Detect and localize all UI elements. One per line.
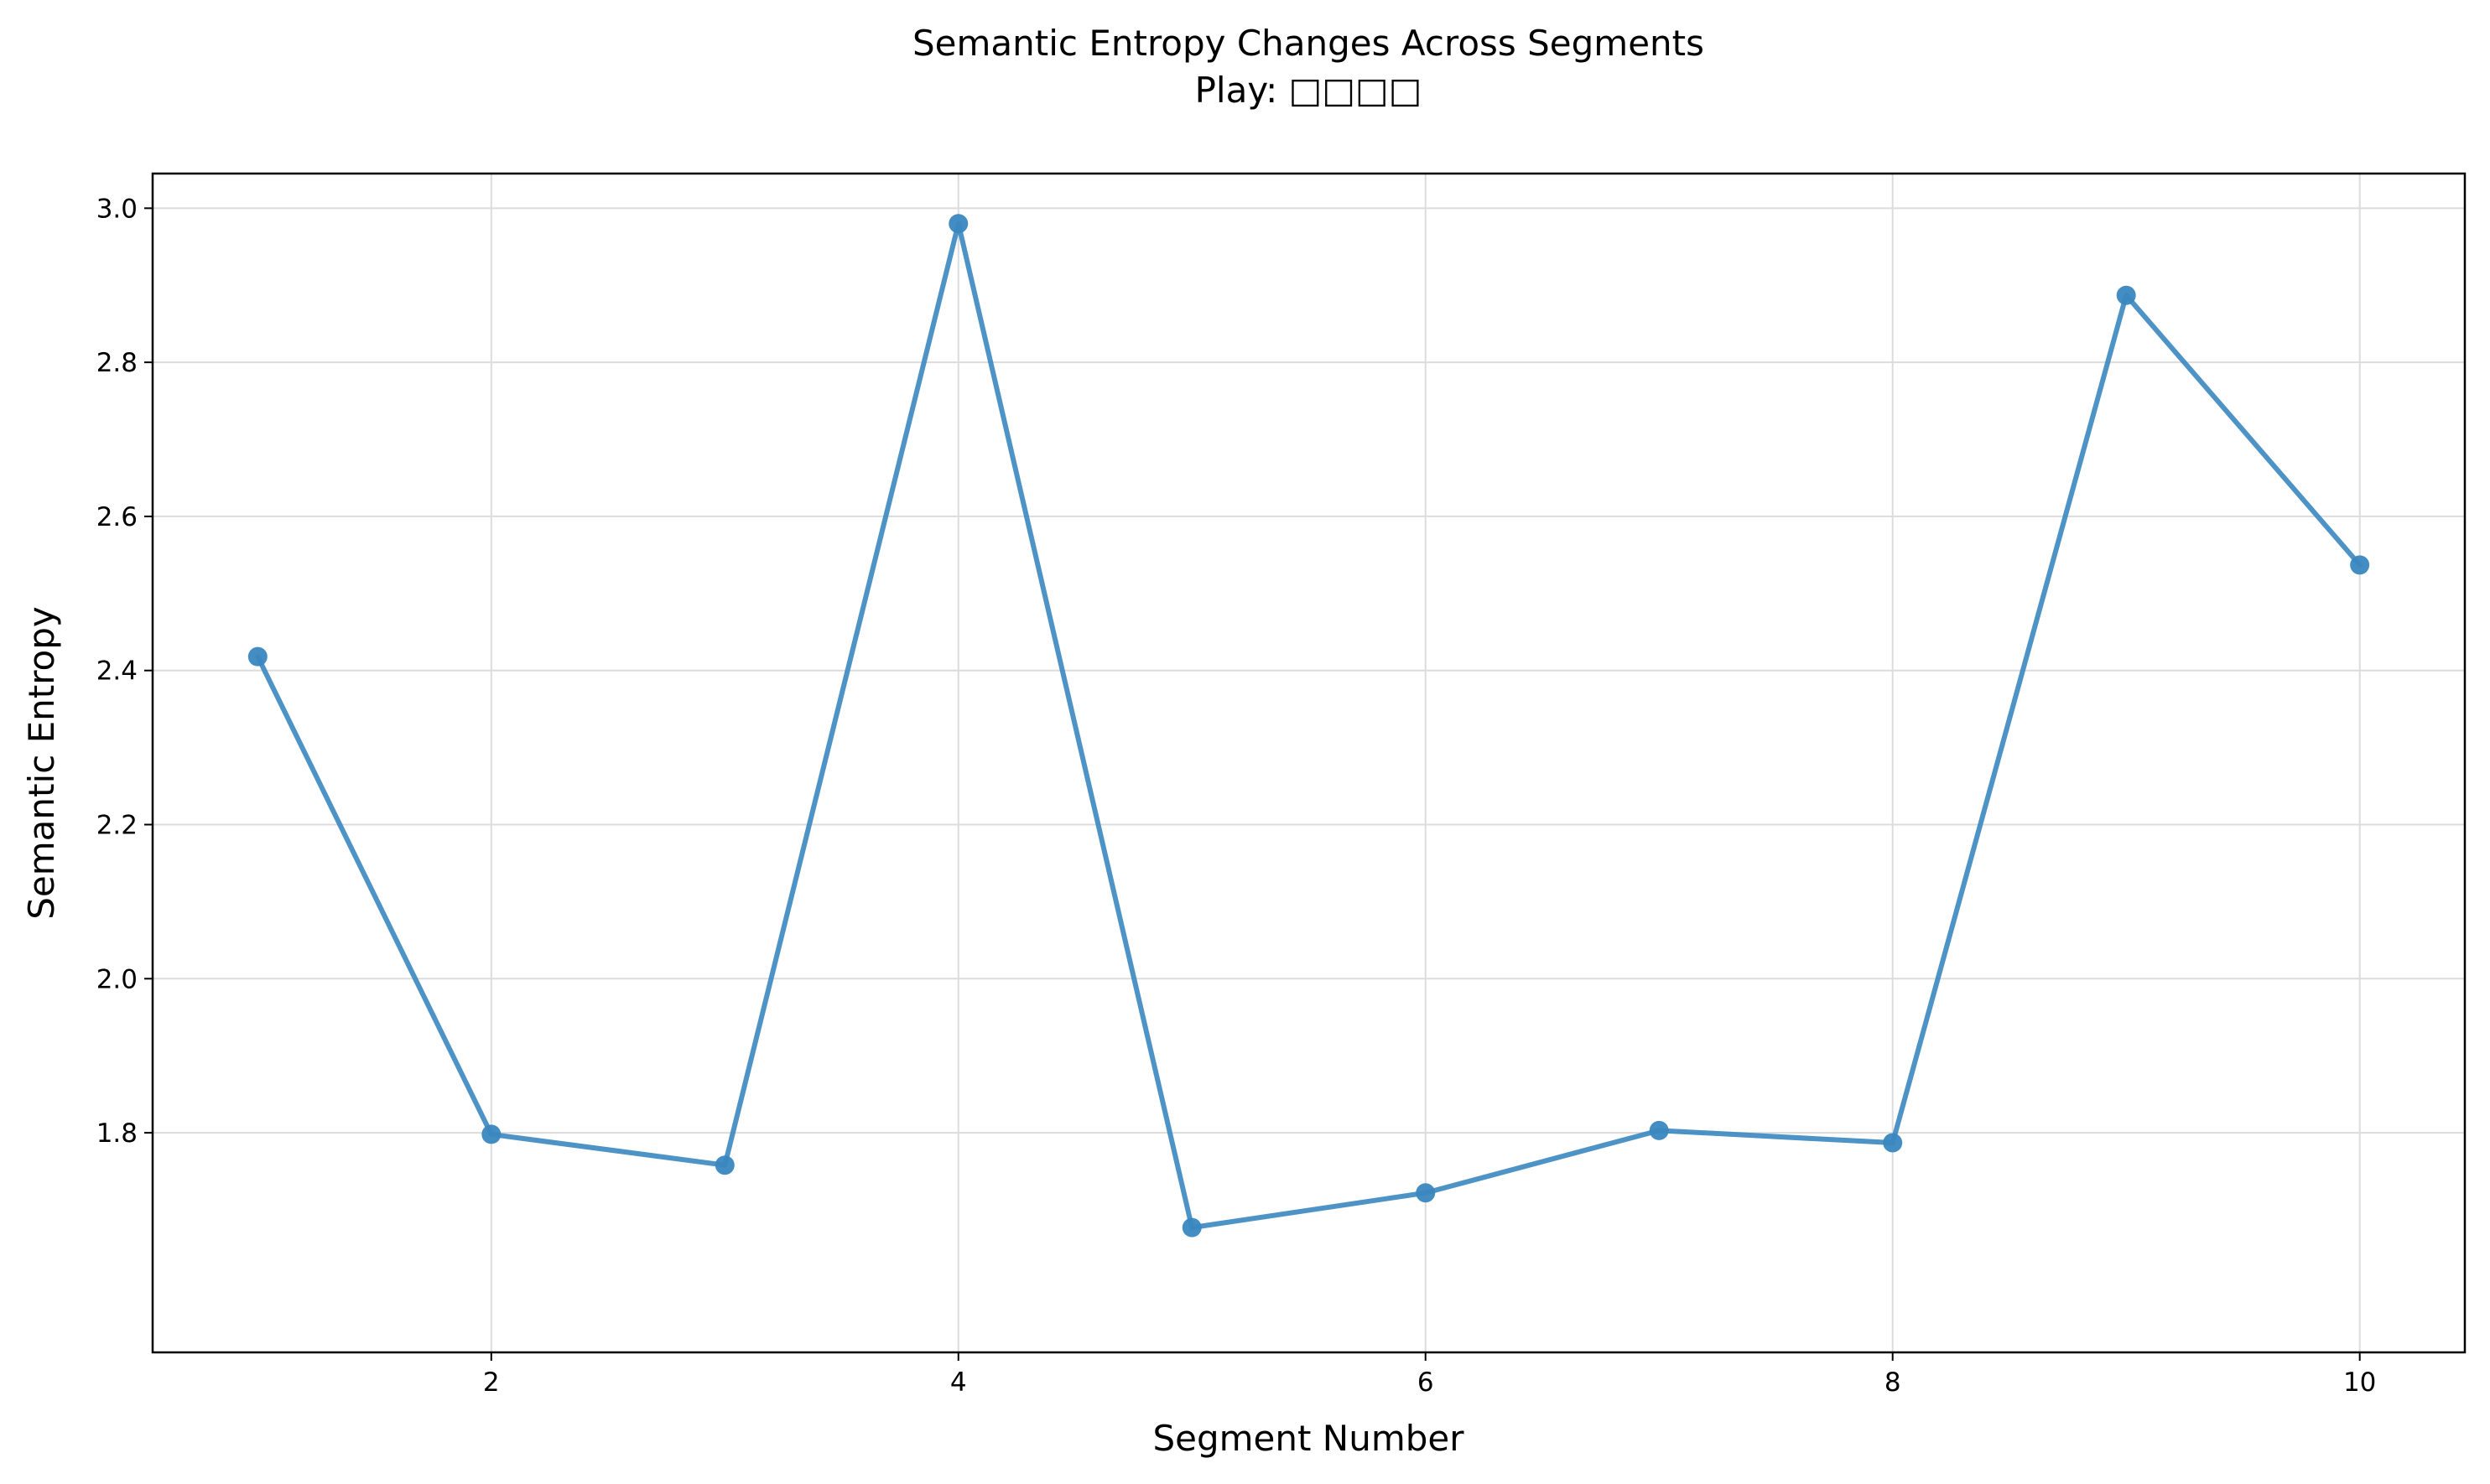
- data-series: [247, 214, 2370, 1238]
- grid-lines: [153, 174, 2465, 1352]
- axis-ticks: 2 4 6 8 10 1.8 2.0 2.2 2.4 2.6 2.8 3.0: [96, 194, 2377, 1398]
- x-axis-label: Segment Number: [1152, 1418, 1464, 1459]
- x-tick-label: 10: [2343, 1367, 2376, 1398]
- y-tick-label: 2.4: [96, 656, 138, 687]
- y-axis-label: Semantic Entropy: [21, 606, 62, 920]
- chart-subtitle: Play: □□□□: [1195, 70, 1422, 111]
- data-point: [1182, 1217, 1202, 1238]
- x-tick-label: 6: [1417, 1367, 1434, 1398]
- data-point: [2116, 285, 2136, 305]
- chart-title: Semantic Entropy Changes Across Segments: [912, 23, 1704, 64]
- data-point: [2350, 555, 2370, 575]
- x-tick-label: 8: [1884, 1367, 1901, 1398]
- x-tick-label: 2: [483, 1367, 500, 1398]
- y-tick-label: 2.8: [96, 348, 138, 378]
- data-point: [481, 1124, 502, 1144]
- plot-frame: [151, 172, 2467, 1354]
- data-point: [1649, 1120, 1669, 1140]
- data-point: [715, 1155, 735, 1175]
- y-tick-label: 2.6: [96, 502, 138, 532]
- data-point: [247, 646, 268, 667]
- x-tick-label: 4: [950, 1367, 967, 1398]
- y-tick-label: 2.0: [96, 964, 138, 994]
- data-point: [1416, 1183, 1436, 1203]
- data-point: [1883, 1133, 1903, 1153]
- data-point: [949, 214, 969, 234]
- y-tick-label: 1.8: [96, 1118, 138, 1149]
- y-tick-label: 2.2: [96, 811, 138, 841]
- y-tick-label: 3.0: [96, 194, 138, 224]
- series-line: [255, 221, 2363, 1231]
